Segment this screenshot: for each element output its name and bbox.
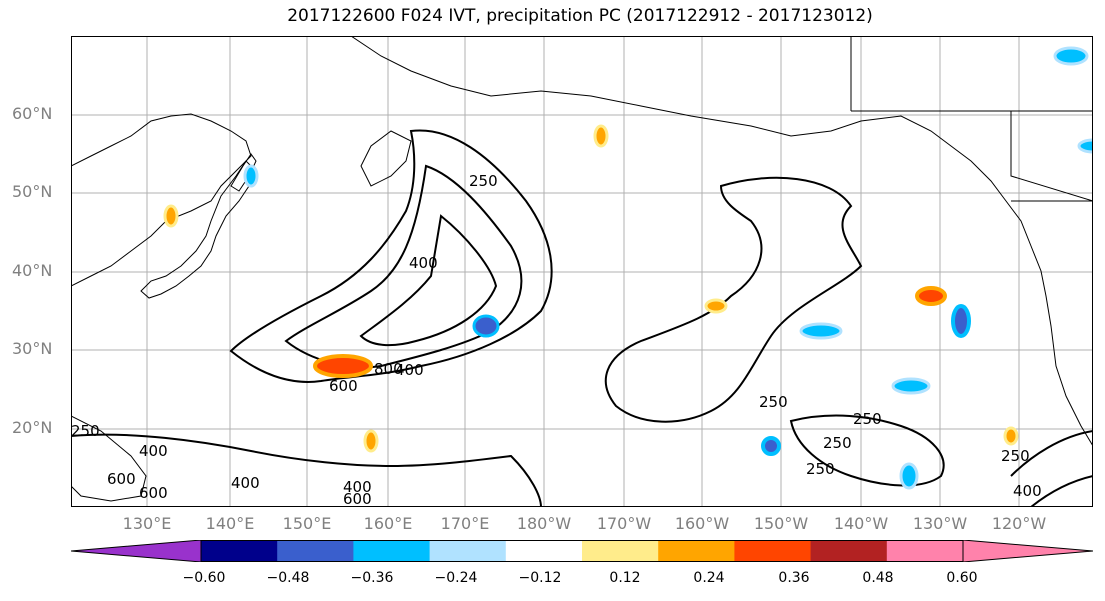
lon-label: 150°W [753, 514, 809, 533]
lat-label: 40°N [12, 261, 53, 280]
map-panel: 250 400 600 800 400 250 250 400 600 400 … [71, 36, 1093, 507]
contour-label: 600 [329, 377, 358, 395]
ivt-contours [71, 129, 1093, 507]
colorbar-tick: 0.36 [778, 570, 810, 586]
lon-label: 170°E [440, 514, 490, 533]
colorbar-tick: −0.48 [266, 570, 310, 586]
contour-label: 600 [343, 490, 372, 507]
contour-label: 400 [343, 478, 372, 496]
lon-label: 140°E [205, 514, 255, 533]
colorbar-segment [734, 540, 812, 562]
colorbar [71, 540, 1093, 562]
lon-label: 120°W [991, 514, 1047, 533]
map-border [71, 36, 1093, 507]
lon-label: 130°E [122, 514, 172, 533]
lat-label: 50°N [12, 182, 53, 201]
colorbar-segment [353, 540, 431, 562]
colorbar-low-arrow [71, 540, 202, 562]
contour-label: 800 [374, 360, 403, 378]
lat-label: 20°N [12, 418, 53, 437]
lon-label: 180°W [516, 514, 572, 533]
colorbar-tick: −0.24 [434, 570, 478, 586]
colorbar-segments [200, 540, 964, 562]
contour-label: 250 [1001, 447, 1030, 465]
colorbar-tick: 0.60 [946, 570, 978, 586]
colorbar-tick: −0.36 [350, 570, 394, 586]
colorbar-tick: 0.12 [609, 570, 641, 586]
contour-label: 250 [469, 172, 498, 190]
gridlines [71, 36, 1093, 507]
colorbar-segment [505, 540, 583, 562]
colorbar-tick: 0.48 [862, 570, 894, 586]
lon-label: 140°W [833, 514, 889, 533]
contour-label: 400 [139, 442, 168, 460]
contour-labels: 250 400 600 800 400 250 250 400 600 400 … [71, 172, 1042, 507]
contour-label: 400 [1013, 482, 1042, 500]
map-title: 2017122600 F024 IVT, precipitation PC (2… [287, 6, 873, 26]
contour-label: 600 [139, 484, 168, 502]
contour-label: 600 [107, 470, 136, 488]
lat-label: 60°N [12, 104, 53, 123]
lon-label: 130°W [912, 514, 968, 533]
lon-label: 170°W [596, 514, 652, 533]
contour-label: 400 [409, 254, 438, 272]
contour-label: 400 [395, 361, 424, 379]
colorbar-tick: −0.12 [518, 570, 562, 586]
colorbar-segment [810, 540, 888, 562]
lat-label: 30°N [12, 339, 53, 358]
contour-label: 250 [806, 460, 835, 478]
colorbar-tick: 0.24 [693, 570, 725, 586]
lon-label: 150°E [282, 514, 332, 533]
contour-label: 250 [759, 393, 788, 411]
precip-blobs [163, 46, 1093, 490]
contour-label: 400 [231, 474, 260, 492]
colorbar-segment [886, 540, 964, 562]
contour-label: 250 [71, 422, 100, 440]
colorbar-segment [582, 540, 659, 562]
colorbar-segment [658, 540, 735, 562]
colorbar-segment [429, 540, 507, 562]
contour-label: 250 [823, 434, 852, 452]
contour-label: 250 [853, 410, 882, 428]
lon-label: 160°W [674, 514, 730, 533]
colorbar-high-arrow [962, 540, 1093, 562]
lon-label: 160°E [363, 514, 413, 533]
map-svg: 250 400 600 800 400 250 250 400 600 400 … [71, 36, 1093, 507]
colorbar-tick: −0.60 [182, 570, 226, 586]
colorbar-segment [277, 540, 354, 562]
colorbar-segment [201, 540, 278, 562]
